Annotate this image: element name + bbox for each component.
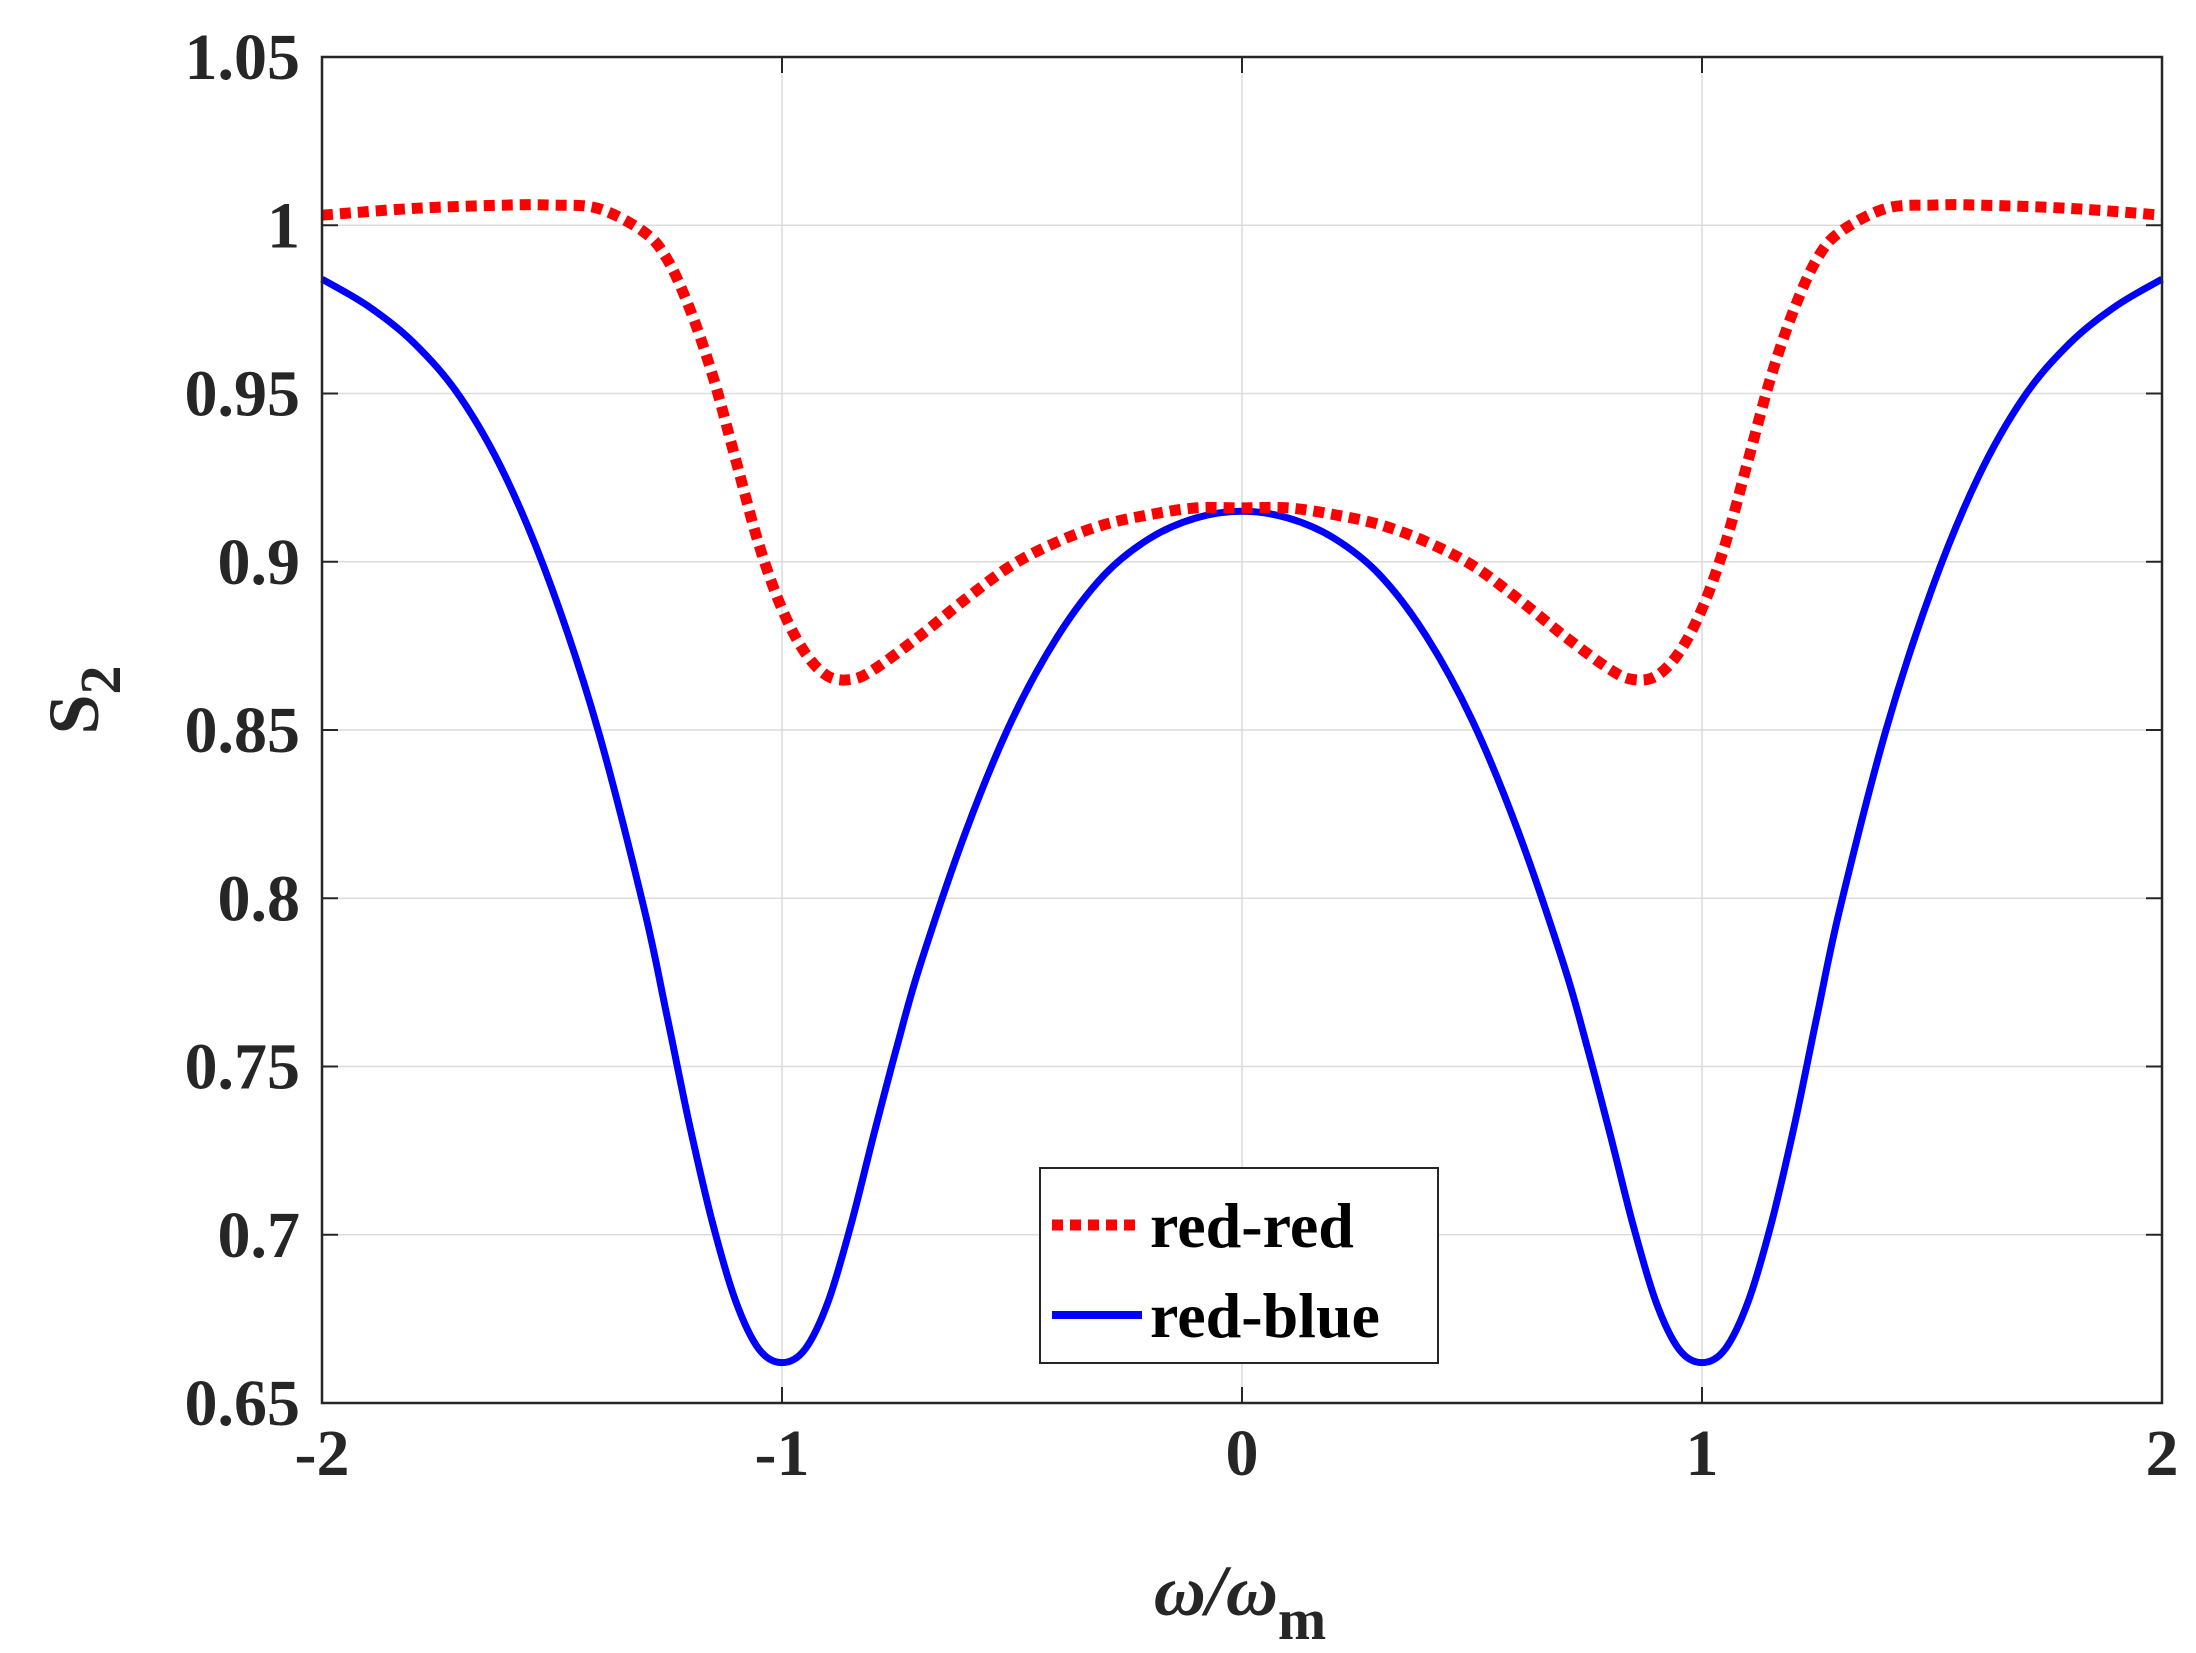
y-tick-label: 0.65: [185, 1367, 301, 1440]
y-tick-label: 0.8: [218, 862, 301, 935]
legend-label-red-red: red-red: [1150, 1190, 1354, 1261]
y-tick-label: 0.95: [185, 358, 301, 431]
x-axis-label-main: ω/ω: [1154, 1551, 1278, 1631]
legend: red-red red-blue: [1039, 1167, 1439, 1364]
y-tick-label: 1.05: [185, 21, 301, 94]
y-axis-label-subscript: 2: [68, 665, 133, 694]
y-tick-label: 0.75: [185, 1031, 301, 1104]
plot-frame: [320, 55, 2164, 1405]
x-tick-label: 1: [1686, 1417, 1719, 1490]
legend-label-red-blue: red-blue: [1150, 1280, 1380, 1351]
legend-box: [1039, 1167, 1439, 1364]
series-group: [320, 199, 2164, 1367]
x-tick-labels: -2 -1 0 1 2: [295, 1417, 2179, 1490]
x-axis-label: ω/ωm: [1154, 1551, 1326, 1652]
series-line-red-red: [321, 199, 2163, 686]
x-tick-label: 2: [2146, 1417, 2179, 1490]
y-tick-label: 0.7: [218, 1199, 301, 1272]
y-axis-label: S2: [34, 665, 133, 734]
x-axis-label-subscript: m: [1278, 1587, 1326, 1652]
x-tick-label: -2: [295, 1417, 350, 1490]
y-tick-labels: 0.65 0.7 0.75 0.8 0.85 0.9 0.95 1 1.05: [185, 21, 301, 1440]
x-tick-label: 0: [1226, 1417, 1259, 1490]
y-tick-label: 0.9: [218, 526, 301, 599]
y-axis-label-main: S: [34, 694, 114, 734]
x-tick-label: -1: [755, 1417, 810, 1490]
y-tick-label: 0.85: [185, 694, 301, 767]
y-tick-label: 1: [267, 189, 300, 262]
